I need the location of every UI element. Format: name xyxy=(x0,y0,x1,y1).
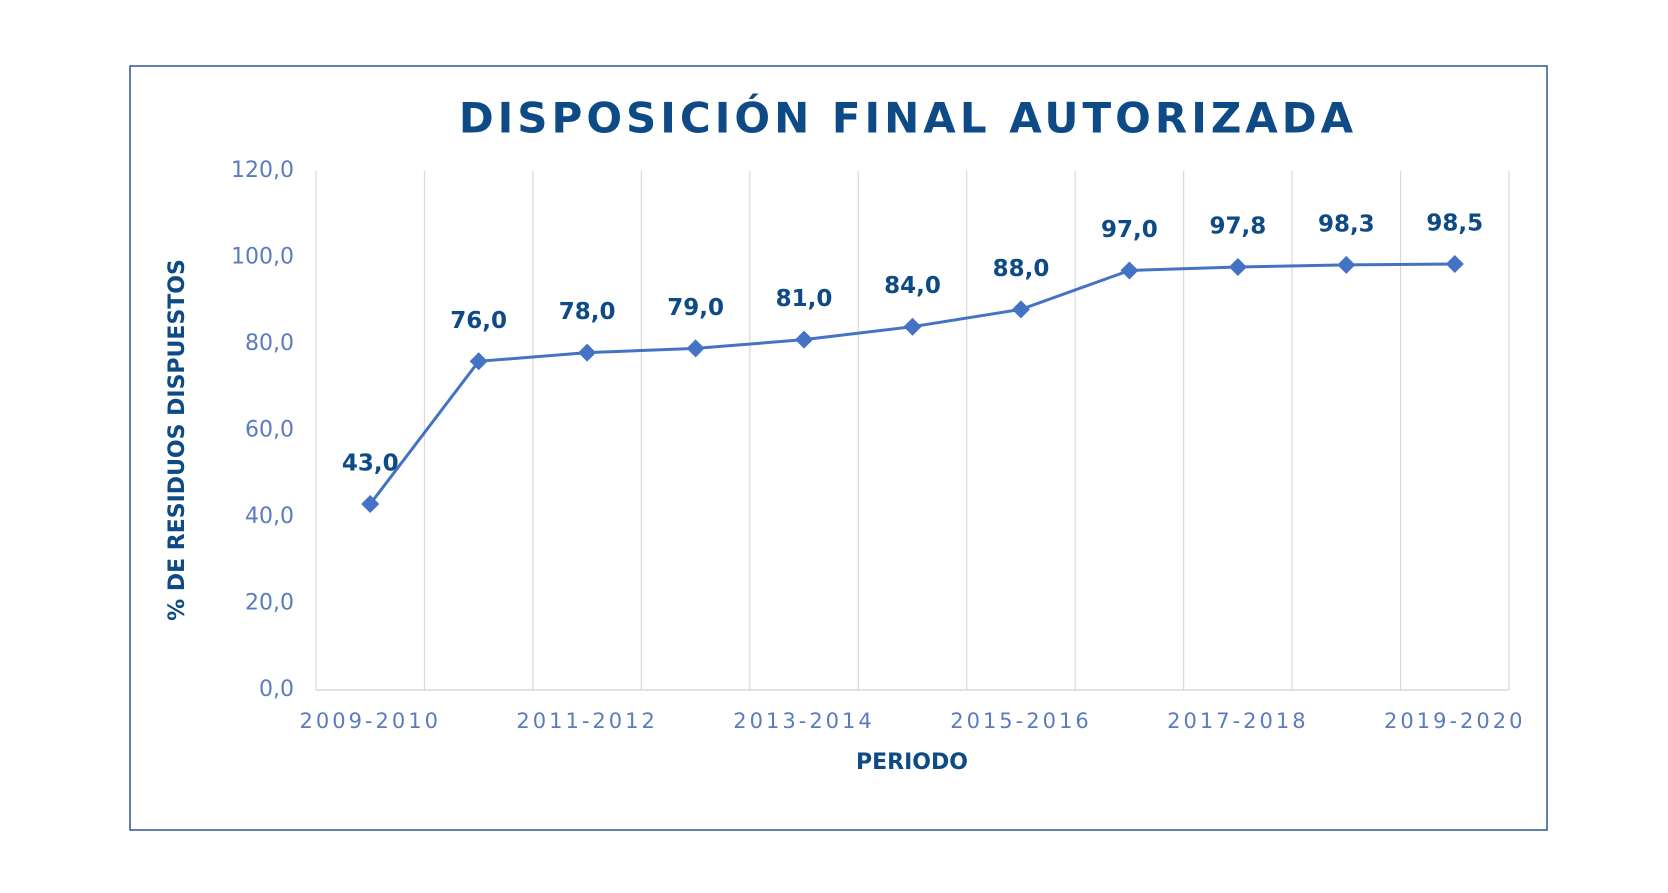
data-point xyxy=(686,339,705,358)
x-tick-label: 2019-2020 xyxy=(1384,709,1525,733)
data-point xyxy=(361,495,380,514)
y-tick-label: 0,0 xyxy=(259,677,294,702)
data-point xyxy=(1120,261,1139,280)
data-label: 98,5 xyxy=(1426,210,1483,236)
data-point xyxy=(578,343,597,362)
data-label: 81,0 xyxy=(776,286,833,312)
y-axis-label: % DE RESIDUOS DISPUESTOS xyxy=(165,259,190,621)
x-tick-label: 2015-2016 xyxy=(950,709,1091,733)
x-tick-label: 2017-2018 xyxy=(1167,709,1308,733)
x-tick-label: 2011-2012 xyxy=(516,709,657,733)
data-point xyxy=(795,330,814,349)
y-tick-label: 120,0 xyxy=(231,158,294,183)
data-label: 84,0 xyxy=(884,273,941,299)
x-tick-label: 2009-2010 xyxy=(299,709,440,733)
data-label: 97,8 xyxy=(1209,214,1266,240)
data-point xyxy=(1445,254,1464,273)
data-label: 76,0 xyxy=(450,308,507,334)
data-label: 88,0 xyxy=(993,256,1050,282)
y-tick-label: 20,0 xyxy=(245,591,294,616)
data-point xyxy=(1228,258,1247,277)
y-tick-label: 100,0 xyxy=(231,245,294,270)
x-tick-label: 2013-2014 xyxy=(733,709,874,733)
data-label: 98,3 xyxy=(1318,211,1375,237)
data-label: 78,0 xyxy=(559,299,616,325)
y-tick-label: 60,0 xyxy=(245,418,294,443)
data-label: 97,0 xyxy=(1101,217,1158,243)
y-tick-label: 80,0 xyxy=(245,331,294,356)
data-point xyxy=(469,352,488,371)
x-axis-label: PERIODO xyxy=(856,750,968,775)
data-point xyxy=(1337,255,1356,274)
data-point xyxy=(903,317,922,336)
data-label: 79,0 xyxy=(667,295,724,321)
chart-border xyxy=(129,65,1548,831)
chart-title: DISPOSICIÓN FINAL AUTORIZADA xyxy=(459,93,1357,143)
data-point xyxy=(1011,300,1030,319)
data-label: 43,0 xyxy=(342,451,399,477)
y-tick-label: 40,0 xyxy=(245,504,294,529)
